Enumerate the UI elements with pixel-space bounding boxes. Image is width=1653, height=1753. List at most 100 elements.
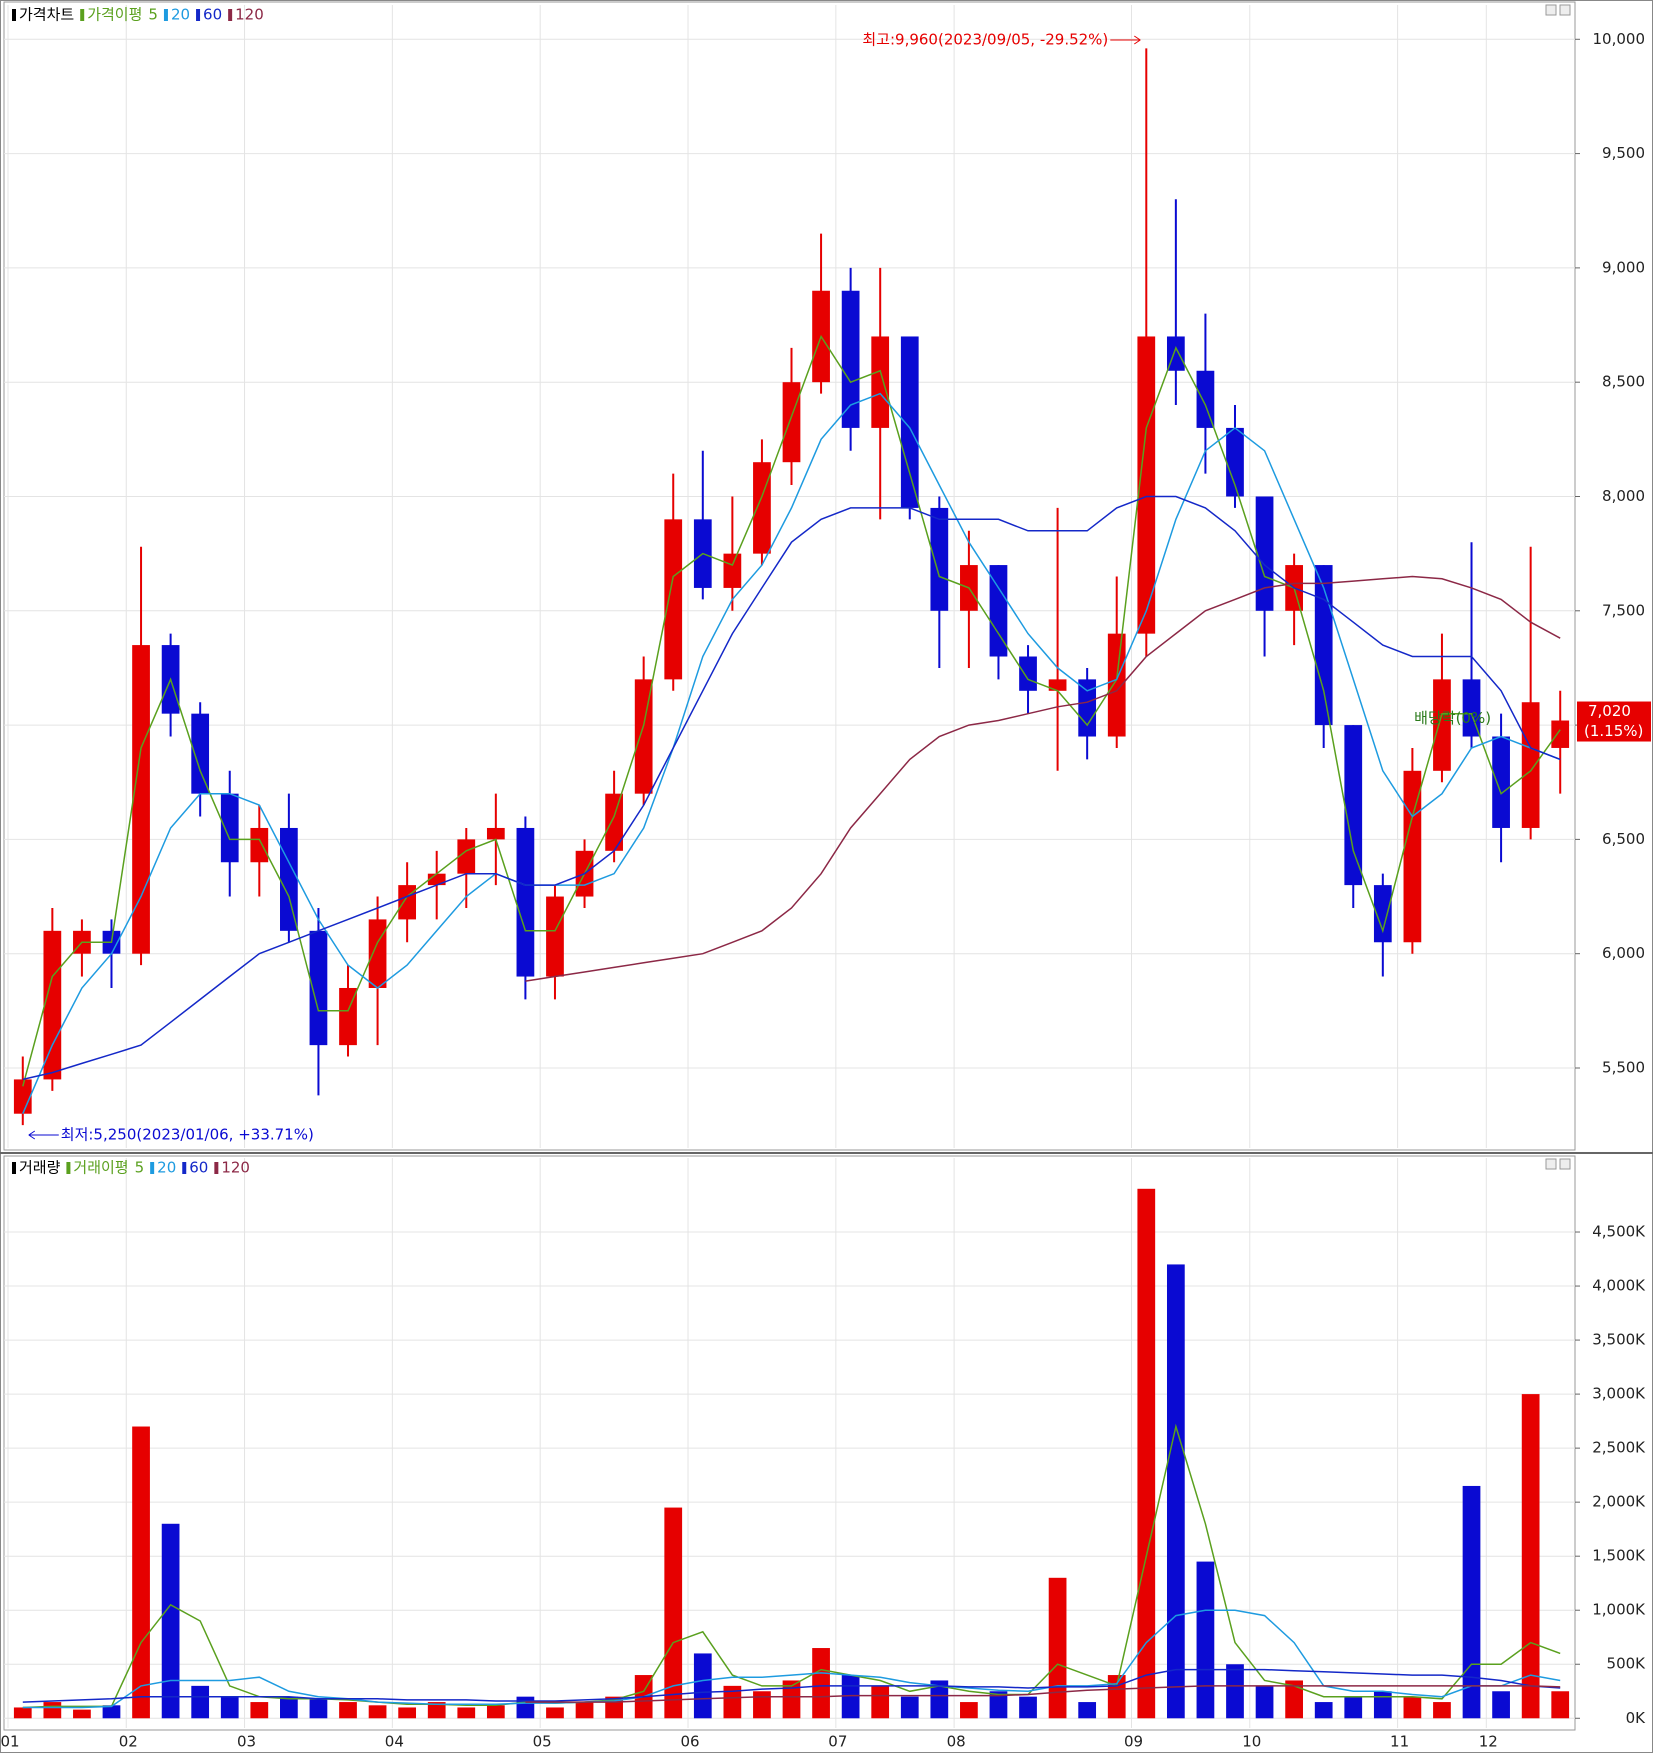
candle-body — [1433, 679, 1451, 771]
volume-bar — [309, 1698, 328, 1719]
candle-body — [1078, 679, 1097, 737]
legend-swatch — [12, 9, 16, 21]
x-tick-label: 06 — [680, 1733, 699, 1751]
y-tick-label: 2,500K — [1592, 1439, 1646, 1457]
candle-body — [1462, 679, 1481, 737]
volume-bar — [1373, 1691, 1392, 1719]
candle-body — [900, 336, 919, 508]
candle-body — [1255, 496, 1274, 611]
candle-body — [664, 519, 683, 680]
volume-bar — [693, 1653, 712, 1719]
candle-body — [1137, 336, 1156, 634]
volume-bar — [161, 1523, 180, 1719]
event-annotation: 배당락(0%) — [1414, 709, 1491, 727]
candle-body — [1314, 565, 1333, 726]
legend-label: 가격이평 — [87, 6, 142, 24]
volume-bar — [102, 1705, 121, 1719]
legend-label: 120 — [235, 6, 264, 24]
legend-label: 60 — [189, 1159, 208, 1177]
volume-bar — [43, 1702, 62, 1719]
volume-bar — [1403, 1696, 1422, 1719]
volume-bar — [1521, 1394, 1540, 1719]
x-tick-label: 11 — [1390, 1733, 1409, 1751]
legend-swatch — [214, 1162, 219, 1174]
candle-body — [989, 565, 1008, 657]
legend-swatch — [228, 9, 233, 21]
legend-label: 거래량 — [19, 1159, 61, 1177]
candle-body — [723, 553, 742, 588]
volume-bar — [1285, 1680, 1303, 1719]
candle-body — [1492, 736, 1510, 828]
x-tick-label: 12 — [1479, 1733, 1498, 1751]
close-button[interactable] — [1559, 1158, 1571, 1170]
volume-bar — [1551, 1691, 1570, 1719]
candle-body — [634, 679, 653, 794]
plot-layer — [4, 5, 1575, 1148]
volume-bar — [900, 1696, 919, 1719]
candle-body — [486, 827, 505, 840]
volume-bar — [1166, 1264, 1185, 1719]
volume-bar — [664, 1507, 683, 1719]
volume-bar — [1137, 1188, 1156, 1719]
volume-bar — [753, 1691, 771, 1719]
candle-body — [1551, 720, 1570, 748]
volume-bar — [280, 1696, 298, 1719]
volume-bar — [1196, 1561, 1215, 1719]
candle-body — [841, 290, 860, 428]
ma-line — [22, 392, 1561, 1114]
x-tick-label: 03 — [237, 1733, 256, 1751]
x-tick-label: 09 — [1124, 1733, 1143, 1751]
volume-bar — [516, 1696, 535, 1719]
candle-body — [1373, 885, 1392, 943]
candle-body — [930, 507, 949, 611]
ma-line — [525, 575, 1561, 982]
y-tick-label: 3,500K — [1592, 1331, 1646, 1349]
min-button[interactable] — [1545, 1158, 1557, 1170]
candle-body — [546, 896, 564, 977]
last-price-label: 7,020 — [1588, 702, 1631, 720]
candle-body — [368, 919, 387, 988]
volume-bar — [339, 1702, 357, 1719]
x-tick-label: 01 — [0, 1733, 19, 1751]
legend-label: 5 — [148, 6, 158, 24]
y-tick-label: 6,000 — [1602, 944, 1645, 962]
ma-line — [22, 334, 1561, 1087]
volume-bar — [1048, 1577, 1067, 1719]
volume-bar — [1492, 1691, 1510, 1719]
x-tick-label: 08 — [947, 1733, 966, 1751]
legend-swatch — [196, 9, 201, 21]
price-panel — [3, 1, 1576, 1151]
y-tick-label: 0K — [1626, 1709, 1647, 1727]
legend-label: 120 — [221, 1159, 250, 1177]
legend-swatch — [163, 9, 168, 21]
volume-bar — [546, 1707, 564, 1719]
close-button[interactable] — [1559, 4, 1571, 16]
volume-bar — [841, 1675, 860, 1719]
candle-body — [43, 930, 62, 1080]
panel-buttons[interactable] — [1545, 4, 1571, 1170]
volume-bar — [457, 1707, 476, 1719]
legend-label: 20 — [157, 1159, 176, 1177]
candle-body — [1107, 633, 1126, 737]
volume-bar — [1314, 1702, 1333, 1719]
candle-body — [220, 793, 239, 863]
y-tick-label: 8,500 — [1602, 373, 1645, 391]
candle-body — [753, 462, 771, 554]
volume-bar — [73, 1709, 91, 1719]
candle-body — [1019, 656, 1037, 691]
candle-body — [398, 885, 417, 920]
volume-bar — [486, 1705, 505, 1719]
min-button[interactable] — [1545, 4, 1557, 16]
volume-bar — [1107, 1675, 1126, 1719]
y-tick-label: 4,000K — [1592, 1277, 1646, 1295]
candle-body — [605, 793, 623, 851]
legend-label: 5 — [135, 1159, 145, 1177]
volume-bar — [132, 1426, 150, 1719]
legend-swatch — [12, 1162, 16, 1174]
y-tick-label: 6,500 — [1602, 830, 1645, 848]
y-tick-label: 1,500K — [1592, 1547, 1646, 1565]
candle-body — [309, 930, 328, 1046]
plot-layer — [4, 1158, 1575, 1728]
candle-body — [871, 336, 890, 428]
